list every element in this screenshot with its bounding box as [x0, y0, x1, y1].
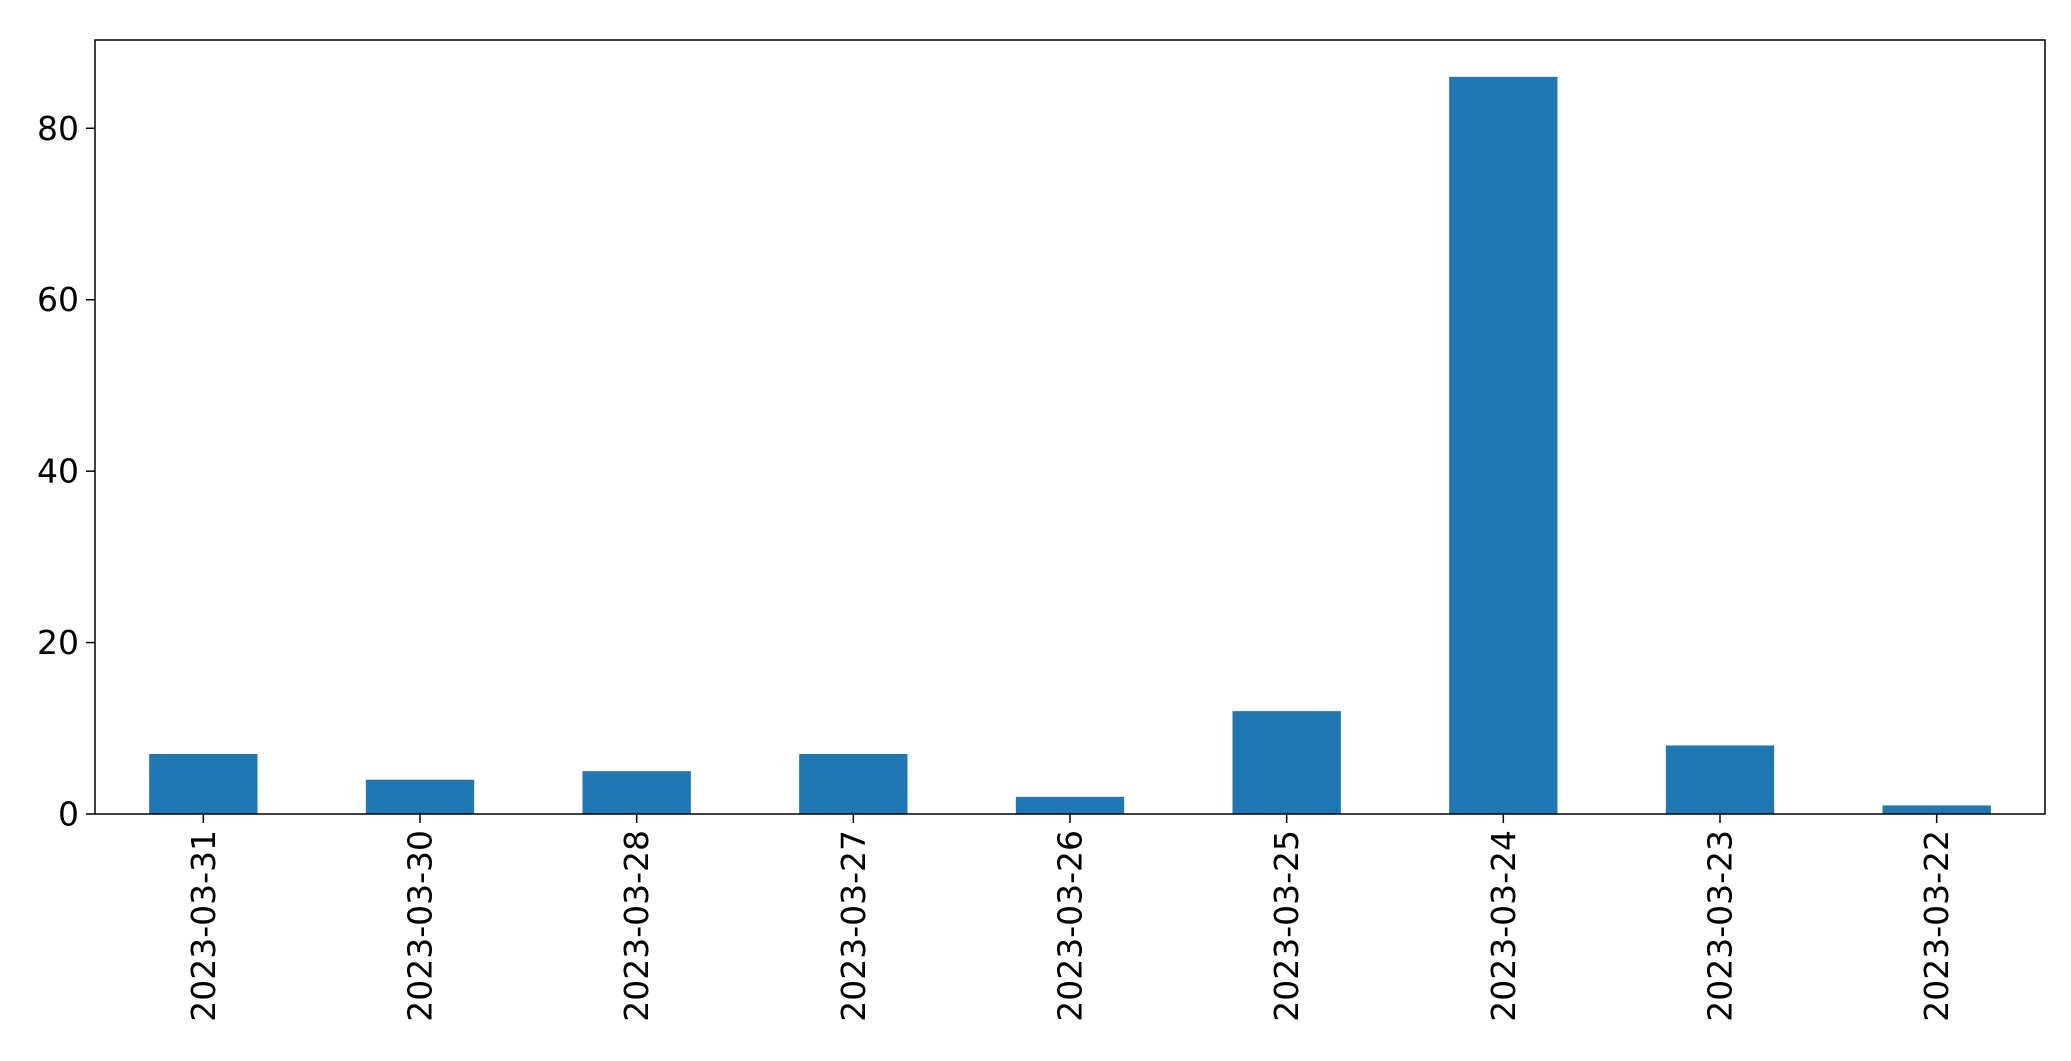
bar-2023-03-26: [1015, 796, 1125, 814]
y-tick-label: 20: [37, 623, 79, 662]
x-tick-label: 2023-03-27: [834, 830, 873, 1022]
x-tick-label: 2023-03-26: [1051, 830, 1090, 1022]
bar-2023-03-22: [1882, 805, 1991, 814]
x-tick-label: 2023-03-24: [1484, 830, 1523, 1022]
bar-2023-03-27: [799, 754, 908, 814]
x-tick-label: 2023-03-31: [184, 830, 223, 1022]
bar-2023-03-23: [1665, 745, 1775, 814]
x-tick-label: 2023-03-25: [1267, 830, 1306, 1022]
x-tick-label: 2023-03-22: [1917, 830, 1956, 1022]
bar-2023-03-28: [582, 771, 691, 814]
y-tick-label: 40: [37, 452, 79, 491]
bar-2023-03-30: [365, 779, 475, 814]
x-axis: 2023-03-31 2023-03-30 2023-03-28 2023-03-27…: [184, 814, 1956, 1022]
y-tick-label: 60: [37, 280, 79, 319]
bar-2023-03-25: [1232, 711, 1341, 814]
y-tick-label: 80: [37, 109, 79, 148]
bar-2023-03-24: [1449, 76, 1558, 815]
plot-frame: [94, 39, 2046, 815]
y-axis: 0 20 40 60 80: [37, 109, 95, 834]
x-tick-label: 2023-03-30: [401, 830, 440, 1022]
x-tick-label: 2023-03-23: [1701, 830, 1740, 1022]
bar-2023-03-31: [149, 754, 258, 814]
y-tick-label: 0: [58, 795, 79, 834]
x-tick-label: 2023-03-28: [617, 830, 656, 1022]
bars-group: [149, 76, 1991, 815]
